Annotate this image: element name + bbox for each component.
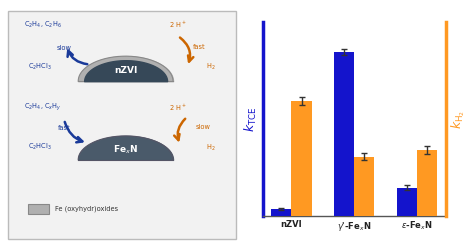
Text: C$_2$H$_4$, C$_x$H$_y$: C$_2$H$_4$, C$_x$H$_y$ xyxy=(24,101,62,113)
Text: slow: slow xyxy=(56,45,72,51)
Text: Fe$_x$N: Fe$_x$N xyxy=(113,143,138,156)
Text: fast: fast xyxy=(193,44,205,50)
Text: C$_2$HCl$_3$: C$_2$HCl$_3$ xyxy=(28,62,52,72)
Text: nZVI: nZVI xyxy=(114,66,137,75)
Bar xyxy=(271,209,292,216)
Bar xyxy=(334,52,355,216)
Bar xyxy=(417,150,437,216)
Bar xyxy=(354,157,374,216)
Bar xyxy=(292,101,311,216)
Text: H$_2$: H$_2$ xyxy=(206,62,216,72)
Text: C$_2$H$_4$, C$_2$H$_6$: C$_2$H$_4$, C$_2$H$_6$ xyxy=(24,19,62,30)
Text: H$_2$: H$_2$ xyxy=(206,143,216,154)
Text: Fe (oxyhydr)oxides: Fe (oxyhydr)oxides xyxy=(55,206,118,212)
FancyBboxPatch shape xyxy=(8,11,236,240)
Text: 2 H$^+$: 2 H$^+$ xyxy=(169,103,187,113)
Y-axis label: $\it{k}_\mathregular{H_2}$: $\it{k}_\mathregular{H_2}$ xyxy=(450,109,467,129)
Bar xyxy=(28,204,49,215)
Text: 2 H$^+$: 2 H$^+$ xyxy=(169,19,187,30)
Text: fast: fast xyxy=(58,125,70,131)
Text: slow: slow xyxy=(195,124,210,130)
Bar xyxy=(397,188,417,216)
Text: C$_2$HCl$_3$: C$_2$HCl$_3$ xyxy=(28,142,52,152)
Y-axis label: $\it{k}_\mathregular{TCE}$: $\it{k}_\mathregular{TCE}$ xyxy=(243,106,259,132)
